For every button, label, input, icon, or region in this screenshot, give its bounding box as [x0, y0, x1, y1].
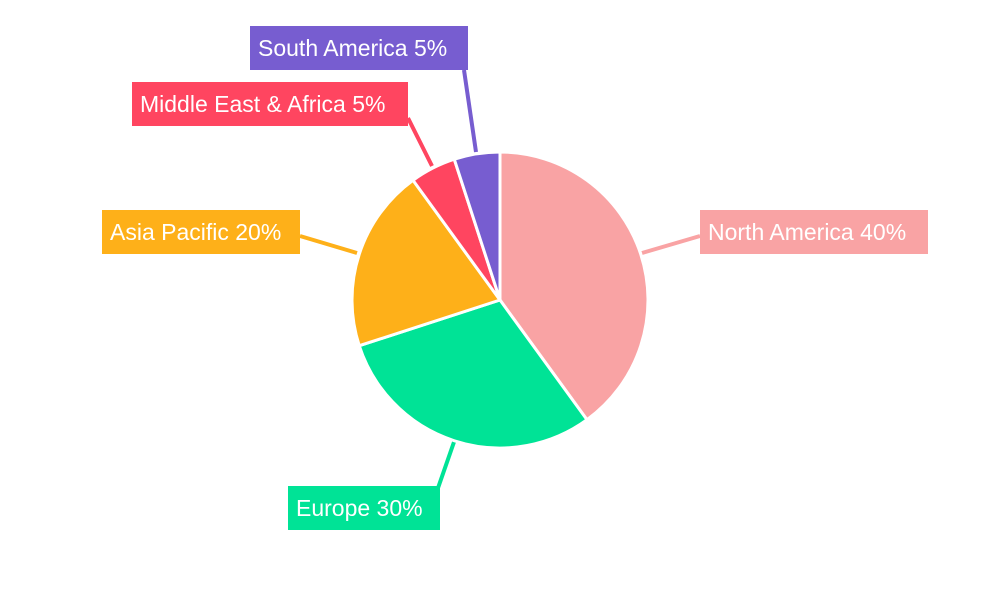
data-label-south-america: South America 5%	[250, 26, 468, 70]
pie-slice-north-america[interactable]	[498, 150, 650, 422]
data-label-europe: Europe 30%	[288, 486, 440, 530]
leader-line-south-america	[462, 69, 478, 153]
leader-line-asia-pacific	[299, 234, 358, 255]
data-label-middle-east-africa: Middle East & Africa 5%	[132, 82, 408, 126]
leader-line-europe	[436, 441, 456, 489]
pie-slice-asia-pacific[interactable]	[350, 178, 503, 348]
data-label-asia-pacific: Asia Pacific 20%	[102, 210, 300, 254]
pie-slice-europe[interactable]	[357, 298, 590, 450]
data-label-north-america: North America 40%	[700, 210, 928, 254]
leader-line-north-america	[641, 234, 701, 255]
pie-slice-south-america[interactable]	[452, 150, 502, 301]
leader-line-middle-east-africa	[406, 117, 434, 167]
